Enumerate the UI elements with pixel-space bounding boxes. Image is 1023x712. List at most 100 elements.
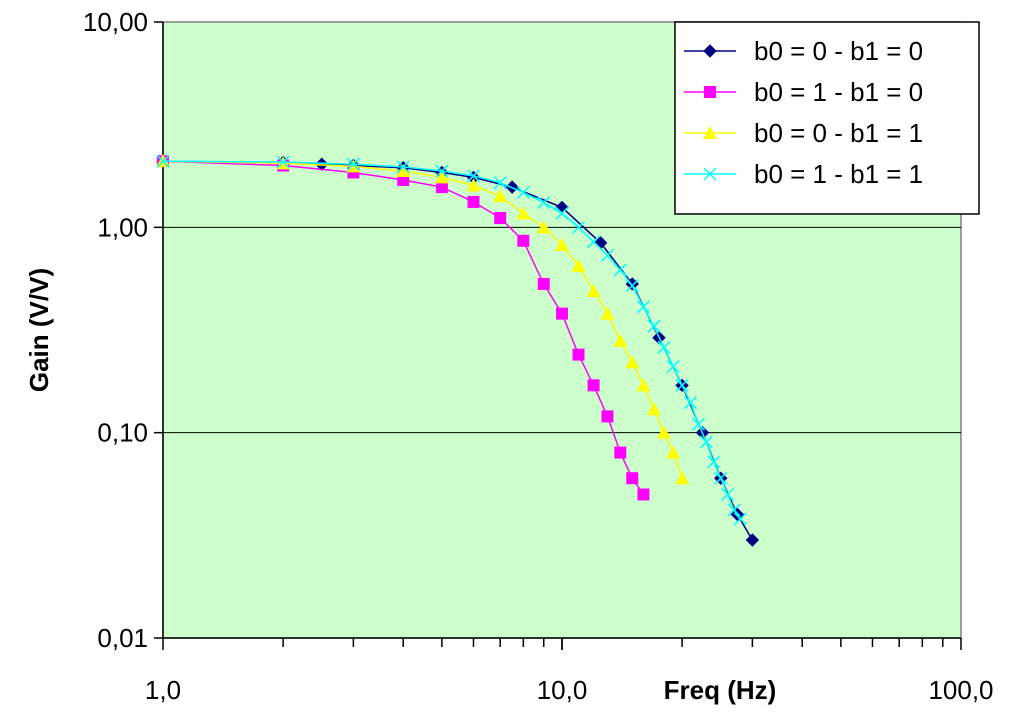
data-point — [666, 359, 680, 374]
data-point — [637, 488, 650, 501]
data-point — [613, 333, 628, 347]
legend-label: b0 = 0 - b1 = 1 — [754, 118, 923, 148]
y-tick-label: 0,01 — [97, 623, 148, 653]
x-marker-stroke — [571, 220, 586, 234]
x-marker-stroke — [435, 164, 449, 178]
data-point — [600, 248, 614, 262]
tick-labels: 0,01 0,10 1,00 10,00 1,0 10,0 100,0 — [83, 7, 994, 705]
data-point — [555, 206, 569, 220]
data-point — [636, 378, 651, 392]
series-line — [162, 160, 742, 520]
data-point — [536, 220, 551, 234]
data-point — [396, 160, 410, 174]
x-marker-stroke — [675, 378, 689, 392]
legend-entry: b0 = 0 - b1 = 1 — [684, 118, 923, 148]
data-point — [556, 307, 568, 320]
x-marker-stroke — [537, 196, 551, 210]
data-point — [587, 235, 601, 249]
data-point — [721, 487, 735, 502]
series-4 — [156, 154, 747, 526]
x-marker-stroke — [466, 169, 481, 183]
data-point — [675, 378, 689, 392]
legend: b0 = 0 - b1 = 0 b0 = 1 - b1 = 0 b0 = 0 - b… — [674, 21, 980, 215]
legend-entry: b0 = 1 - b1 = 1 — [684, 159, 923, 189]
legend-box — [674, 21, 980, 215]
data-point — [675, 471, 690, 485]
x-axis-title: Freq (Hz) — [664, 675, 777, 705]
data-point — [692, 417, 706, 431]
data-point — [714, 471, 728, 485]
y-axis-title: Gain (V/V) — [24, 268, 54, 392]
grid-lines — [163, 226, 961, 434]
legend-marker — [703, 44, 717, 58]
data-point — [435, 164, 449, 178]
x-marker-stroke — [657, 340, 671, 354]
data-point — [435, 181, 448, 194]
series-line — [162, 160, 683, 479]
data-point — [494, 212, 507, 225]
x-marker-stroke — [276, 155, 290, 169]
data-point — [684, 396, 698, 410]
data-point — [587, 379, 600, 392]
data-series — [156, 154, 760, 547]
data-point — [600, 306, 615, 320]
x-tick-label: 100,0 — [928, 675, 993, 705]
x-marker-stroke — [692, 417, 706, 431]
data-point — [466, 178, 481, 192]
data-point — [625, 279, 639, 293]
x-marker-stroke — [699, 435, 713, 449]
data-point — [614, 446, 627, 459]
data-point — [707, 455, 721, 469]
tick-marks — [154, 21, 962, 650]
data-point — [346, 157, 360, 171]
data-point — [601, 410, 614, 423]
data-point — [467, 195, 480, 208]
x-marker-stroke — [666, 359, 680, 374]
legend-marker — [704, 86, 716, 98]
legend-entry: b0 = 0 - b1 = 0 — [684, 36, 923, 66]
data-point — [516, 185, 530, 199]
legend-marker — [703, 167, 717, 181]
x-marker-stroke — [703, 167, 717, 181]
data-point — [586, 283, 601, 297]
data-point — [276, 155, 290, 169]
x-marker-stroke — [647, 319, 661, 333]
legend-label: b0 = 0 - b1 = 0 — [754, 36, 923, 66]
data-point — [657, 340, 671, 354]
data-point — [537, 277, 550, 290]
data-point — [666, 445, 681, 459]
data-point — [745, 533, 760, 547]
x-marker-stroke — [587, 235, 601, 249]
data-point — [646, 402, 661, 416]
data-point — [571, 258, 586, 272]
x-marker-stroke — [613, 263, 627, 277]
x-marker-stroke — [396, 160, 410, 174]
x-tick-label: 1,0 — [145, 675, 181, 705]
data-point — [625, 355, 640, 369]
x-tick-label: 10,0 — [537, 675, 588, 705]
x-marker-stroke — [600, 248, 614, 262]
x-marker-stroke — [625, 279, 639, 293]
data-point — [396, 164, 411, 178]
y-tick-label: 1,00 — [97, 212, 148, 242]
data-point — [315, 157, 329, 171]
data-point — [699, 435, 713, 449]
data-point — [733, 512, 747, 526]
x-marker-stroke — [714, 471, 728, 485]
data-point — [517, 234, 530, 247]
data-point — [647, 319, 661, 333]
x-marker-stroke — [346, 157, 360, 171]
data-point — [613, 263, 627, 277]
x-marker-stroke — [156, 154, 170, 168]
y-tick-label: 0,10 — [97, 418, 148, 448]
data-point — [434, 170, 449, 184]
legend-entry: b0 = 1 - b1 = 0 — [684, 77, 923, 107]
x-marker-stroke — [727, 503, 741, 517]
data-point — [727, 503, 741, 517]
data-point — [156, 154, 170, 168]
data-point — [516, 206, 531, 220]
data-point — [466, 169, 481, 183]
data-point — [571, 220, 586, 234]
legend-label: b0 = 1 - b1 = 0 — [754, 77, 923, 107]
